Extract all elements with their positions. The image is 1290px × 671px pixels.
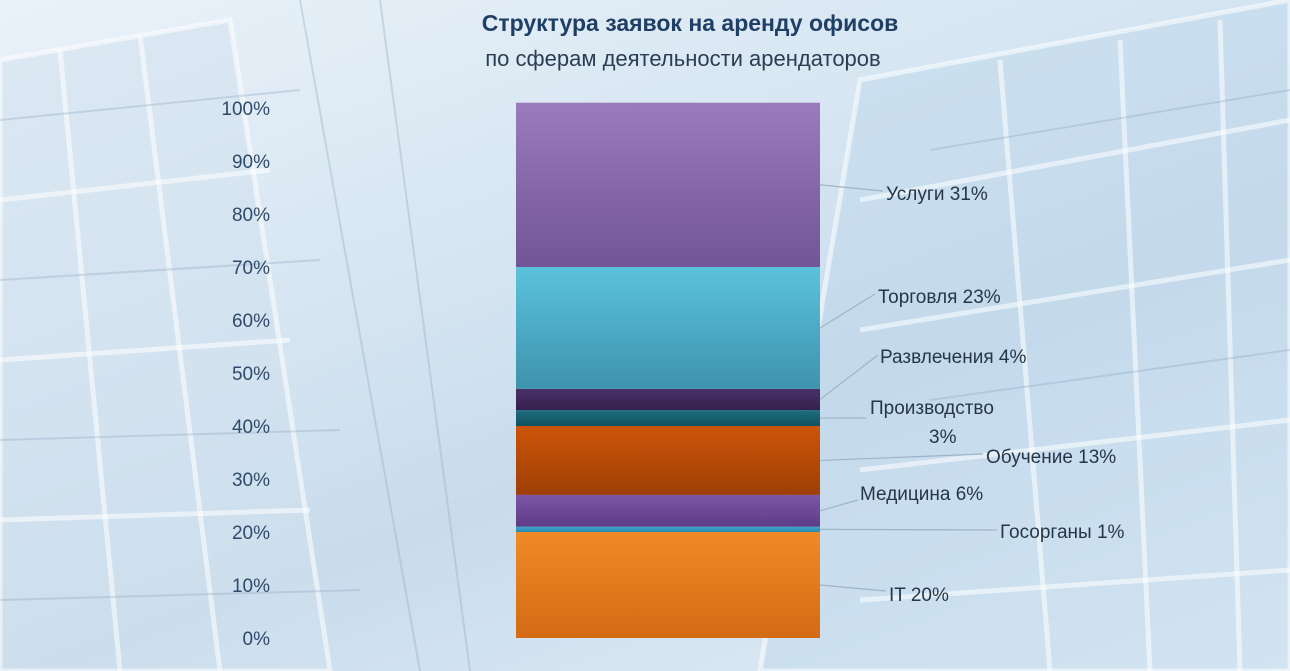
bar-segment-2 — [516, 526, 820, 532]
y-tick-label: 50% — [232, 364, 270, 385]
data-label: Госорганы 1% — [1000, 522, 1125, 543]
data-label: Услуги 31% — [886, 184, 988, 205]
leader-line — [819, 453, 984, 462]
y-tick-label: 10% — [232, 576, 270, 597]
leader-line — [819, 184, 884, 192]
y-tick-label: 100% — [221, 99, 270, 120]
bar-segment-6 — [516, 388, 820, 411]
data-label: Торговля 23% — [878, 287, 1001, 308]
y-tick-label: 60% — [232, 311, 270, 332]
leader-line — [819, 584, 887, 592]
chart-subtitle: по сферам деятельности арендаторов — [485, 46, 881, 71]
y-tick-label: 90% — [232, 152, 270, 173]
leader-line — [819, 354, 879, 400]
data-label: 3% — [929, 427, 957, 448]
y-tick-label: 30% — [232, 470, 270, 491]
y-tick-label: 0% — [243, 629, 271, 650]
bar-segment-3 — [516, 494, 820, 527]
data-label: Производство — [870, 398, 994, 419]
data-label: Обучение 13% — [986, 447, 1116, 468]
y-tick-label: 20% — [232, 523, 270, 544]
leader-line — [819, 528, 998, 531]
data-label: IT 20% — [889, 585, 949, 606]
data-label: Медицина 6% — [860, 484, 983, 505]
y-tick-label: 40% — [232, 417, 270, 438]
bar-segment-5 — [516, 410, 820, 426]
data-label: Развлечения 4% — [880, 347, 1026, 368]
bar-segment-1 — [516, 532, 820, 638]
leader-line — [819, 293, 876, 329]
chart-title: Структура заявок на аренду офисов — [481, 10, 899, 36]
y-tick-label: 80% — [232, 205, 270, 226]
bar-segment-4 — [516, 426, 820, 495]
bar-segment-8 — [516, 102, 820, 267]
bar-segment-7 — [516, 267, 820, 389]
leader-line — [819, 499, 859, 512]
y-tick-label: 70% — [232, 258, 270, 279]
